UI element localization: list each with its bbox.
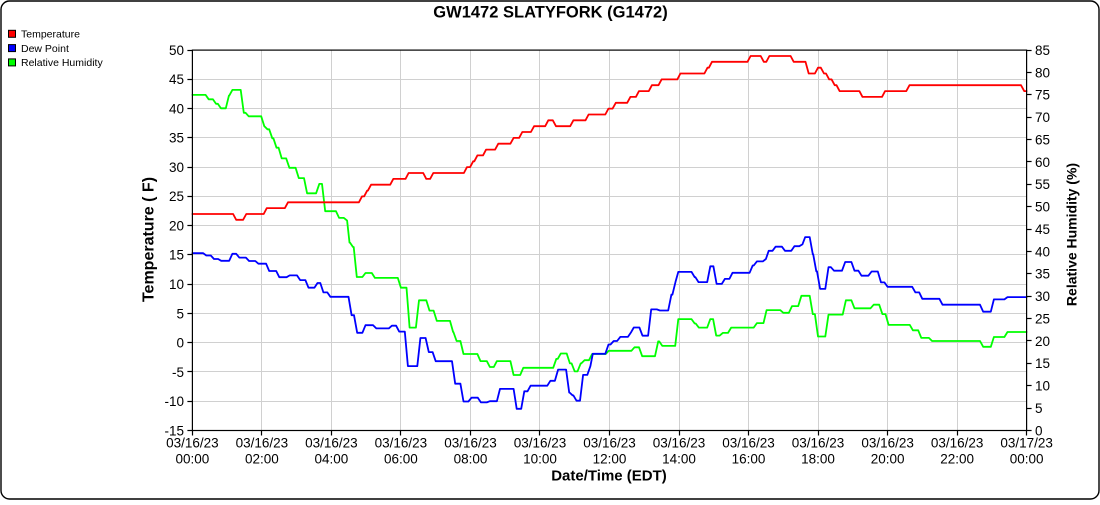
svg-text:02:00: 02:00 — [245, 452, 279, 467]
svg-text:40: 40 — [1035, 244, 1050, 259]
svg-text:03/16/23: 03/16/23 — [514, 436, 567, 451]
svg-text:50: 50 — [169, 43, 184, 58]
svg-text:0: 0 — [176, 336, 184, 351]
svg-text:Temperature ( F): Temperature ( F) — [141, 177, 158, 302]
svg-text:-10: -10 — [164, 394, 184, 409]
svg-text:10: 10 — [1035, 379, 1050, 394]
svg-text:45: 45 — [169, 72, 184, 87]
svg-text:-15: -15 — [164, 423, 184, 438]
svg-text:60: 60 — [1035, 155, 1050, 170]
svg-text:03/17/23: 03/17/23 — [1000, 436, 1053, 451]
svg-text:10: 10 — [169, 277, 184, 292]
svg-text:GW1472 SLATYFORK (G1472): GW1472 SLATYFORK (G1472) — [433, 4, 667, 22]
svg-text:15: 15 — [169, 248, 184, 263]
svg-text:06:00: 06:00 — [384, 452, 418, 467]
svg-text:55: 55 — [1035, 177, 1050, 192]
svg-text:5: 5 — [176, 306, 184, 321]
svg-text:50: 50 — [1035, 200, 1050, 215]
svg-text:25: 25 — [1035, 311, 1050, 326]
svg-text:-5: -5 — [172, 365, 184, 380]
svg-text:Relative Humidity: Relative Humidity — [21, 57, 103, 69]
svg-text:Relative Humidity (%): Relative Humidity (%) — [1064, 163, 1080, 306]
svg-text:03/16/23: 03/16/23 — [166, 436, 219, 451]
svg-text:20: 20 — [1035, 334, 1050, 349]
svg-text:45: 45 — [1035, 222, 1050, 237]
svg-text:03/16/23: 03/16/23 — [444, 436, 497, 451]
svg-text:35: 35 — [169, 131, 184, 146]
svg-text:03/16/23: 03/16/23 — [583, 436, 636, 451]
svg-text:80: 80 — [1035, 65, 1050, 80]
svg-text:00:00: 00:00 — [176, 452, 210, 467]
svg-text:30: 30 — [1035, 289, 1050, 304]
svg-text:5: 5 — [1035, 401, 1043, 416]
svg-text:Dew Point: Dew Point — [21, 43, 69, 55]
svg-text:03/16/23: 03/16/23 — [722, 436, 775, 451]
svg-text:03/16/23: 03/16/23 — [653, 436, 706, 451]
svg-text:Temperature: Temperature — [21, 29, 80, 41]
svg-text:85: 85 — [1035, 43, 1050, 58]
svg-text:25: 25 — [169, 189, 184, 204]
svg-text:03/16/23: 03/16/23 — [236, 436, 289, 451]
svg-text:03/16/23: 03/16/23 — [305, 436, 358, 451]
svg-text:03/16/23: 03/16/23 — [792, 436, 845, 451]
svg-text:16:00: 16:00 — [732, 452, 766, 467]
svg-text:75: 75 — [1035, 88, 1050, 103]
svg-text:70: 70 — [1035, 110, 1050, 125]
svg-text:30: 30 — [169, 160, 184, 175]
svg-text:15: 15 — [1035, 356, 1050, 371]
svg-text:10:00: 10:00 — [523, 452, 557, 467]
svg-text:03/16/23: 03/16/23 — [375, 436, 428, 451]
svg-text:18:00: 18:00 — [801, 452, 835, 467]
svg-text:14:00: 14:00 — [662, 452, 696, 467]
svg-text:03/16/23: 03/16/23 — [861, 436, 914, 451]
svg-text:35: 35 — [1035, 267, 1050, 282]
svg-text:22:00: 22:00 — [940, 452, 974, 467]
svg-text:08:00: 08:00 — [454, 452, 488, 467]
svg-text:03/16/23: 03/16/23 — [931, 436, 984, 451]
svg-text:20:00: 20:00 — [871, 452, 905, 467]
svg-text:00:00: 00:00 — [1010, 452, 1044, 467]
svg-text:Date/Time (EDT): Date/Time (EDT) — [551, 468, 667, 485]
svg-text:20: 20 — [169, 219, 184, 234]
svg-text:12:00: 12:00 — [593, 452, 627, 467]
svg-text:40: 40 — [169, 101, 184, 116]
svg-text:0: 0 — [1035, 423, 1043, 438]
svg-text:04:00: 04:00 — [315, 452, 349, 467]
svg-text:65: 65 — [1035, 132, 1050, 147]
